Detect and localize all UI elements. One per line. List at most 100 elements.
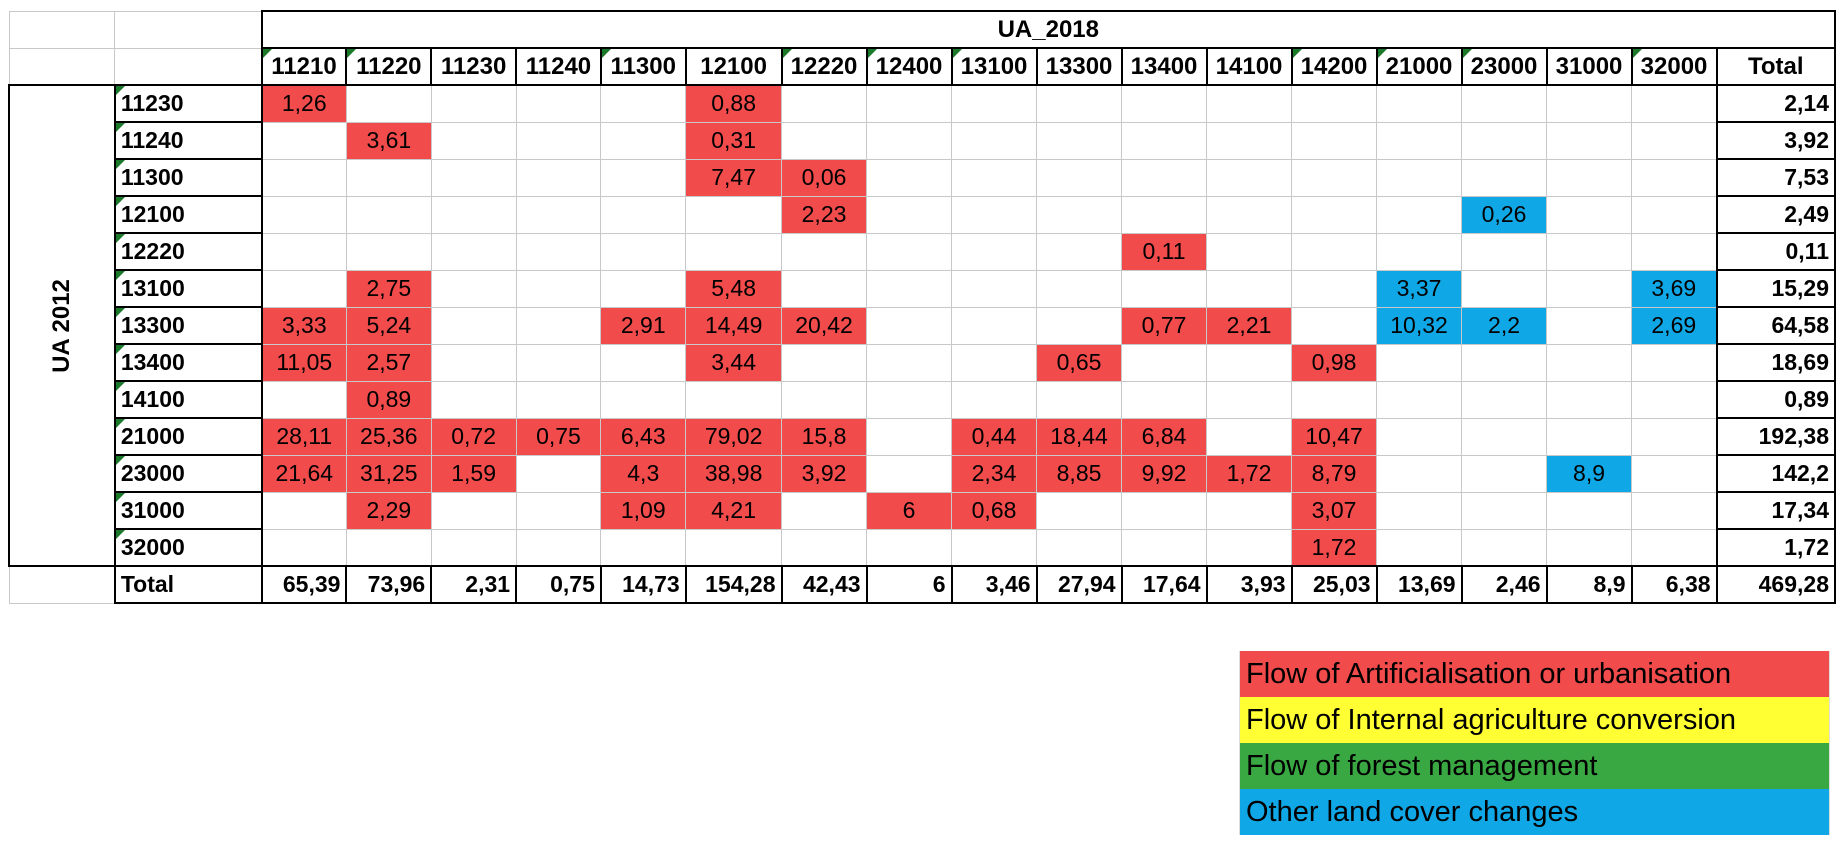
flow-value-cell: 1,09 <box>600 491 687 530</box>
empty-cell <box>1121 528 1208 567</box>
empty-cell <box>600 195 687 234</box>
flow-value-cell: 6,43 <box>600 417 687 456</box>
column-header: 13100 <box>950 47 1038 86</box>
column-header: 14200 <box>1290 47 1378 86</box>
empty-cell <box>1631 380 1718 419</box>
row-header: 13300 <box>113 306 263 345</box>
column-total-cell: 42,43 <box>780 565 868 604</box>
column-header: 11240 <box>515 47 602 86</box>
empty-cell <box>1546 417 1633 456</box>
flow-value-cell: 15,8 <box>781 417 868 456</box>
column-total-cell: 13,69 <box>1375 565 1463 604</box>
empty-cell <box>1206 380 1293 419</box>
empty-cell <box>866 380 953 419</box>
empty-cell <box>515 454 602 493</box>
column-total-cell: 8,9 <box>1545 565 1633 604</box>
flow-value-cell: 0,72 <box>430 417 517 456</box>
flow-value-cell: 0,98 <box>1291 343 1378 382</box>
column-total-cell: 469,28 <box>1715 565 1836 604</box>
flow-value-cell: 3,37 <box>1376 269 1463 308</box>
flow-value-cell: 1,26 <box>261 84 347 123</box>
legend-item: Flow of Artificialisation or urbanisatio… <box>1239 651 1830 697</box>
flow-value-cell: 1,72 <box>1206 454 1293 493</box>
empty-cell <box>1036 232 1123 271</box>
row-header: 21000 <box>113 417 263 456</box>
empty-cell <box>600 343 687 382</box>
row-header: 32000 <box>113 528 263 567</box>
empty-cell <box>1546 158 1633 197</box>
empty-cell <box>430 121 517 160</box>
column-total-cell: 0,75 <box>515 565 602 604</box>
flow-value-cell: 2,69 <box>1631 306 1718 345</box>
empty-cell <box>951 343 1038 382</box>
row-header: 13400 <box>113 343 263 382</box>
empty-cell <box>866 195 953 234</box>
flow-value-cell: 2,29 <box>345 491 432 530</box>
row-header: 13100 <box>113 269 263 308</box>
empty-cell <box>1376 491 1463 530</box>
total-row: Total 65,39 73,96 2,31 0,75 14,73 154,28 42,43 6… <box>8 565 1836 604</box>
empty-cell <box>866 84 953 123</box>
column-header: 11230 <box>430 47 518 86</box>
empty-cell <box>866 269 953 308</box>
empty-cell <box>261 158 347 197</box>
table-row: 12100 2,23 0,26 2,49 <box>9 195 1836 234</box>
empty-cell <box>1206 195 1293 234</box>
empty-cell <box>1376 454 1463 493</box>
empty-cell <box>1036 158 1123 197</box>
empty-cell <box>430 491 517 530</box>
row-total-cell: 0,89 <box>1715 380 1836 419</box>
empty-cell <box>1036 380 1123 419</box>
empty-cell <box>781 269 868 308</box>
empty-cell <box>1121 121 1208 160</box>
empty-cell <box>600 121 687 160</box>
empty-cell <box>430 306 517 345</box>
empty-cell <box>600 84 687 123</box>
table-row: 11240 3,61 0,31 3,92 <box>9 121 1836 160</box>
flow-value-cell: 21,64 <box>261 454 347 493</box>
flow-value-cell: 3,61 <box>345 121 432 160</box>
empty-cell <box>1546 269 1633 308</box>
empty-cell <box>1461 417 1548 456</box>
empty-cell <box>430 195 517 234</box>
side-header-ua-2012: UA 2012 <box>47 278 75 373</box>
column-header: 31000 <box>1545 47 1633 86</box>
empty-cell <box>781 491 868 530</box>
empty-cell <box>261 269 347 308</box>
empty-cell <box>1376 232 1463 271</box>
empty-cell <box>1461 121 1548 160</box>
empty-cell <box>515 491 602 530</box>
column-header: 11220 <box>345 47 433 86</box>
flow-value-cell: 0,06 <box>781 158 868 197</box>
flow-value-cell: 0,75 <box>515 417 602 456</box>
column-total-cell: 27,94 <box>1035 565 1123 604</box>
empty-cell <box>1461 269 1548 308</box>
flow-value-cell: 2,75 <box>345 269 432 308</box>
column-header: 13400 <box>1120 47 1208 86</box>
empty-cell <box>600 232 687 271</box>
row-header: 12220 <box>113 232 263 271</box>
row-total-cell: 64,58 <box>1715 306 1836 345</box>
empty-cell <box>866 232 953 271</box>
table-row: 13300 3,33 5,24 2,91 14,49 20,42 0,77 2,21 10,32… <box>9 306 1836 345</box>
legend: Flow of Artificialisation or urbanisatio… <box>1239 651 1830 835</box>
empty-cell <box>345 84 432 123</box>
empty-cell <box>1631 121 1718 160</box>
column-total-cell: 65,39 <box>260 565 348 604</box>
empty-cell <box>261 491 347 530</box>
row-total-cell: 0,11 <box>1715 232 1836 271</box>
empty-cell <box>1546 121 1633 160</box>
flow-value-cell: 8,79 <box>1291 454 1378 493</box>
column-total-cell: 6 <box>865 565 953 604</box>
empty-cell <box>1546 306 1633 345</box>
empty-cell <box>1121 195 1208 234</box>
flow-value-cell: 0,31 <box>685 121 783 160</box>
empty-cell <box>1206 417 1293 456</box>
flow-value-cell: 2,23 <box>781 195 868 234</box>
flow-value-cell: 0,89 <box>345 380 432 419</box>
empty-cell <box>1121 269 1208 308</box>
column-header: 11210 <box>260 47 348 86</box>
empty-cell <box>1376 528 1463 567</box>
flow-value-cell: 8,9 <box>1546 454 1633 493</box>
empty-cell <box>866 528 953 567</box>
